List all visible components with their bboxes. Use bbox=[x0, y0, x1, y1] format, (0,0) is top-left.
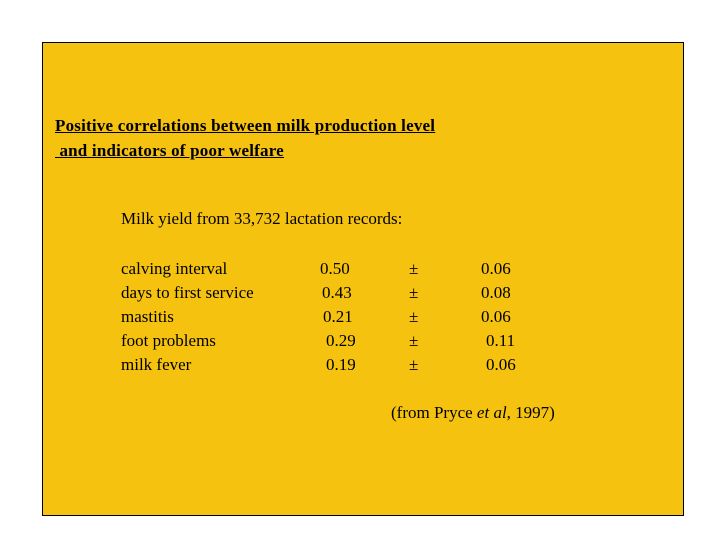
row-value: 0.21 bbox=[323, 307, 353, 326]
row-value: 0.43 bbox=[322, 283, 352, 302]
table-row: calving interval 0.50 ± 0.06 bbox=[43, 257, 683, 281]
row-error: 0.06 bbox=[486, 355, 516, 374]
source-suffix: , 1997) bbox=[506, 403, 555, 422]
row-value: 0.29 bbox=[326, 331, 356, 350]
title-line-1: Positive correlations between milk produ… bbox=[55, 116, 436, 135]
slide: Positive correlations between milk produ… bbox=[42, 42, 684, 516]
plus-minus-sign: ± bbox=[409, 259, 419, 278]
slide-title: Positive correlations between milk produ… bbox=[55, 113, 435, 163]
title-line-2: and indicators of poor welfare bbox=[55, 141, 284, 160]
row-label: calving interval bbox=[121, 259, 228, 278]
plus-minus-sign: ± bbox=[409, 355, 419, 374]
row-label: milk fever bbox=[121, 355, 192, 374]
plus-minus-sign: ± bbox=[409, 307, 419, 326]
row-error: 0.11 bbox=[486, 331, 516, 350]
row-error: 0.06 bbox=[481, 307, 511, 326]
row-error: 0.06 bbox=[481, 259, 511, 278]
source-italic: et al bbox=[476, 403, 507, 422]
table-row: mastitis 0.21 ± 0.06 bbox=[43, 305, 683, 329]
source-prefix: (from Pryce bbox=[391, 403, 477, 422]
row-label: foot problems bbox=[121, 331, 216, 350]
plus-minus-sign: ± bbox=[409, 331, 419, 350]
row-value: 0.50 bbox=[320, 259, 350, 278]
row-error: 0.08 bbox=[481, 283, 511, 302]
plus-minus-sign: ± bbox=[409, 283, 419, 302]
table-row: foot problems 0.29 ± 0.11 bbox=[43, 329, 683, 353]
row-label: days to first service bbox=[121, 283, 254, 302]
source-citation: (from Pryce et al, 1997) bbox=[391, 401, 555, 425]
row-label: mastitis bbox=[121, 307, 174, 326]
table-row: days to first service 0.43 ± 0.08 bbox=[43, 281, 683, 305]
row-value: 0.19 bbox=[326, 355, 356, 374]
table-row: milk fever 0.19 ± 0.06 bbox=[43, 353, 683, 377]
intro-text: Milk yield from 33,732 lactation records… bbox=[121, 209, 403, 228]
